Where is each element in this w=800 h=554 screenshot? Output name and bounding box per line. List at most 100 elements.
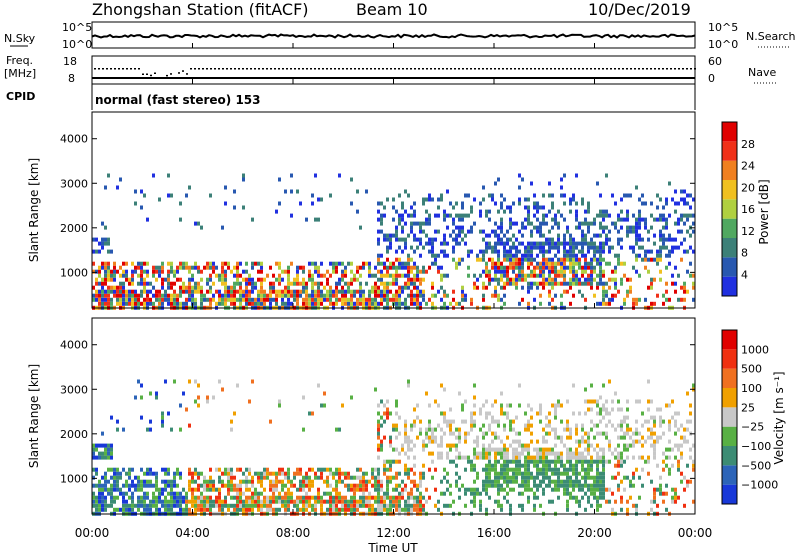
heatmap-cell — [599, 277, 602, 282]
heatmap-cell — [104, 451, 107, 456]
heatmap-cell — [461, 293, 464, 298]
heatmap-cell — [650, 427, 653, 432]
heatmap-cell — [419, 419, 422, 424]
heatmap-cell — [218, 297, 221, 302]
heatmap-cell — [416, 289, 419, 294]
heatmap-cell — [392, 475, 395, 480]
heatmap-cell — [425, 241, 428, 246]
heatmap-cell — [587, 209, 590, 214]
heatmap-cell — [500, 407, 503, 412]
heatmap-cell — [554, 265, 557, 270]
heatmap-cell — [668, 427, 671, 432]
heatmap-cell — [527, 197, 530, 202]
nave-point — [170, 73, 172, 75]
heatmap-cell — [344, 503, 347, 508]
nave-point — [114, 68, 116, 70]
heatmap-cell — [551, 193, 554, 198]
heatmap-cell — [380, 213, 383, 218]
heatmap-cell — [323, 491, 326, 496]
heatmap-cell — [623, 475, 626, 480]
heatmap-cell — [473, 479, 476, 484]
heatmap-cell — [569, 483, 572, 488]
heatmap-cell — [593, 399, 596, 404]
heatmap-cell — [194, 379, 197, 384]
heatmap-cell — [155, 293, 158, 298]
heatmap-cell — [203, 483, 206, 488]
heatmap-cell — [281, 499, 284, 504]
heatmap-cell — [548, 431, 551, 436]
heatmap-cell — [134, 301, 137, 306]
heatmap-cell — [185, 285, 188, 290]
heatmap-cell — [596, 475, 599, 480]
heatmap-cell — [143, 495, 146, 500]
heatmap-cell — [593, 459, 596, 464]
heatmap-cell — [182, 487, 185, 492]
heatmap-cell — [614, 221, 617, 226]
heatmap-cell — [290, 491, 293, 496]
heatmap-cell — [575, 269, 578, 274]
heatmap-cell — [320, 403, 323, 408]
heatmap-cell — [581, 245, 584, 250]
heatmap-cell — [110, 503, 113, 508]
heatmap-cell — [464, 193, 467, 198]
heatmap-cell — [437, 507, 440, 512]
nave-point — [642, 68, 644, 70]
heatmap-cell — [356, 297, 359, 302]
heatmap-cell — [434, 439, 437, 444]
heatmap-cell — [614, 253, 617, 258]
heatmap-cell — [674, 201, 677, 206]
heatmap-cell — [407, 467, 410, 472]
heatmap-cell — [572, 487, 575, 492]
heatmap-cell — [125, 507, 128, 512]
heatmap-cell — [314, 503, 317, 508]
heatmap-cell — [665, 455, 668, 460]
x-tick-label: 12:00 — [376, 526, 411, 540]
heatmap-cell — [221, 225, 224, 230]
heatmap-cell — [227, 297, 230, 302]
heatmap-cell — [326, 499, 329, 504]
colorbar-tick-label: −25 — [741, 421, 764, 434]
heatmap-cell — [416, 221, 419, 226]
heatmap-cell — [272, 281, 275, 286]
heatmap-cell — [512, 451, 515, 456]
heatmap-cell — [503, 249, 506, 254]
heatmap-cell — [230, 487, 233, 492]
heatmap-cell — [326, 297, 329, 302]
nave-point — [134, 68, 136, 70]
heatmap-cell — [485, 249, 488, 254]
heatmap-cell — [545, 483, 548, 488]
heatmap-cell — [584, 241, 587, 246]
heatmap-cell — [608, 379, 611, 384]
heatmap-cell — [482, 293, 485, 298]
heatmap-cell — [530, 273, 533, 278]
heatmap-cell — [98, 455, 101, 460]
heatmap-cell — [674, 289, 677, 294]
heatmap-cell — [101, 499, 104, 504]
heatmap-cell — [545, 431, 548, 436]
heatmap-cell — [428, 423, 431, 428]
heatmap-cell — [692, 443, 695, 448]
nave-point — [242, 68, 244, 70]
heatmap-cell — [482, 185, 485, 190]
heatmap-cell — [392, 233, 395, 238]
heatmap-cell — [497, 435, 500, 440]
heatmap-cell — [569, 265, 572, 270]
nave-point — [654, 68, 656, 70]
heatmap-cell — [635, 419, 638, 424]
heatmap-cell — [575, 427, 578, 432]
heatmap-cell — [251, 379, 254, 384]
heatmap-cell — [104, 483, 107, 488]
heatmap-cell — [389, 233, 392, 238]
heatmap-cell — [317, 217, 320, 222]
heatmap-cell — [323, 499, 326, 504]
nave-point — [222, 68, 224, 70]
heatmap-cell — [104, 237, 107, 242]
heatmap-cell — [659, 491, 662, 496]
heatmap-cell — [587, 487, 590, 492]
noise-tick-top-right: 10^5 — [708, 21, 738, 34]
heatmap-cell — [149, 483, 152, 488]
heatmap-cell — [659, 435, 662, 440]
heatmap-cell — [449, 301, 452, 306]
heatmap-cell — [278, 201, 281, 206]
heatmap-cell — [188, 185, 191, 190]
